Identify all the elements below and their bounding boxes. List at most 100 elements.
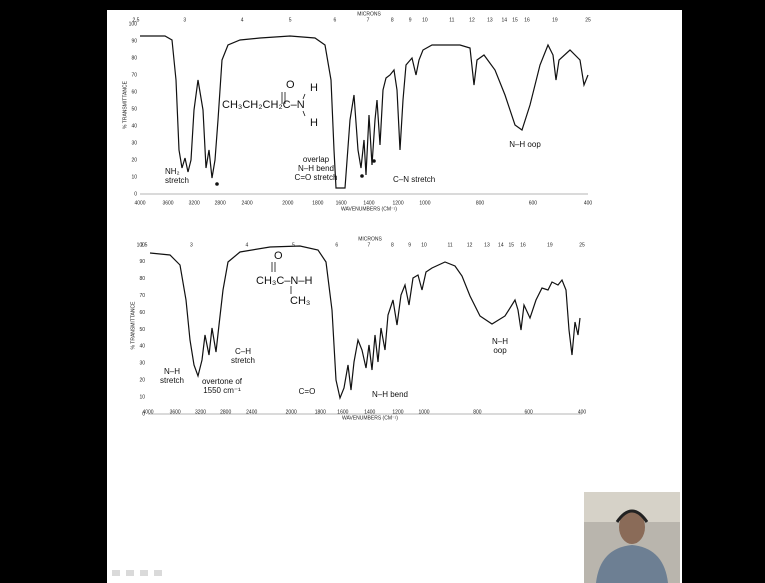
- annotation: 1550 cm⁻¹: [203, 386, 241, 395]
- annotation: stretch: [231, 356, 255, 365]
- annotation: overlap: [303, 155, 330, 164]
- spectrum-curve: [149, 245, 581, 401]
- annotation: NH₂: [165, 167, 180, 176]
- molecule-text: CH₃CH₂CH₂C–N: [222, 99, 305, 111]
- transmittance-label: 40: [139, 344, 145, 350]
- spectrum-1: 4000 3600 3200 2800 2400 2000 1800 1600 1400 1200…: [122, 11, 592, 212]
- annotation: N–H bend: [372, 390, 408, 399]
- transmittance-label: 90: [131, 38, 137, 44]
- microns-title: MICRONS: [357, 11, 381, 17]
- icon[interactable]: [112, 570, 120, 576]
- wavenumber-label: 1600: [336, 200, 347, 206]
- micron-label: 14: [498, 242, 504, 248]
- annotation: stretch: [165, 176, 189, 185]
- transmittance-label: 60: [131, 89, 137, 95]
- micron-label: 5: [289, 17, 292, 23]
- micron-label: 13: [487, 17, 493, 23]
- micron-label: 2.5: [133, 17, 140, 23]
- wavenumber-label: 4000: [142, 409, 153, 415]
- microns-title: MICRONS: [358, 236, 382, 242]
- micron-label: 3: [183, 17, 186, 23]
- wavenumber-label: 1000: [418, 409, 429, 415]
- spectrum-curve: [140, 35, 589, 189]
- micron-label: 6: [335, 242, 338, 248]
- transmittance-label: 50: [131, 106, 137, 112]
- dot: [215, 182, 219, 186]
- spectrum-2: 4000 3600 3200 2800 2400 2000 1800 1600 1400 1200…: [130, 236, 586, 421]
- molecule-text: O: [274, 250, 283, 262]
- micron-label: 12: [469, 17, 475, 23]
- wavenumber-label: 2400: [246, 409, 257, 415]
- wavenumber-label: 600: [524, 409, 533, 415]
- micron-label: 5: [292, 242, 295, 248]
- annotation: N–H: [492, 337, 508, 346]
- wavenumber-label: 1000: [419, 200, 430, 206]
- wavenumber-label: 4000: [134, 200, 145, 206]
- transmittance-label: 40: [131, 123, 137, 129]
- annotation: N–H oop: [509, 140, 541, 149]
- wavenumber-label: 2800: [220, 409, 231, 415]
- molecule-text: O: [286, 79, 295, 91]
- micron-label: 8: [391, 242, 394, 248]
- wavenumber-label: 1800: [312, 200, 323, 206]
- transmittance-title: % TRANSMITTANCE: [130, 301, 136, 350]
- micron-label: 2.5: [141, 242, 148, 248]
- wavenumber-label: 400: [584, 200, 593, 206]
- annotation: oop: [493, 346, 507, 355]
- transmittance-label: 100: [129, 21, 138, 27]
- transmittance-label: 80: [131, 55, 137, 61]
- person-body: [596, 545, 668, 583]
- wavenumber-label: 400: [578, 409, 587, 415]
- transmittance-label: 80: [139, 276, 145, 282]
- micron-label: 14: [501, 17, 507, 23]
- icon[interactable]: [140, 570, 148, 576]
- person-head: [619, 510, 645, 544]
- annotation: C=O: [299, 387, 316, 396]
- headset: [615, 509, 649, 523]
- transmittance-label: 10: [131, 174, 137, 180]
- toolbar: [112, 570, 162, 576]
- molecule-text: CH₃C–N–H: [256, 275, 312, 287]
- wavenumber-label: 2000: [282, 200, 293, 206]
- transmittance-label: 90: [139, 259, 145, 265]
- micron-label: 15: [508, 242, 514, 248]
- wavenumber-label: 800: [476, 200, 485, 206]
- transmittance-label: 30: [139, 361, 145, 367]
- dot: [372, 159, 376, 163]
- transmittance-label: 70: [139, 293, 145, 299]
- micron-label: 8: [391, 17, 394, 23]
- wavenumber-label: 2800: [215, 200, 226, 206]
- transmittance-label: 100: [137, 242, 146, 248]
- wavenumber-label: 1200: [392, 200, 403, 206]
- webcam: [584, 492, 680, 583]
- wavenumber-label: 3200: [195, 409, 206, 415]
- micron-label: 4: [241, 17, 244, 23]
- micron-label: 25: [579, 242, 585, 248]
- wavenumbers-title: WAVENUMBERS (CM⁻¹): [341, 206, 397, 212]
- micron-label: 10: [421, 242, 427, 248]
- micron-label: 25: [585, 17, 591, 23]
- annotation: N–H bend: [298, 164, 334, 173]
- annotation: N–H: [164, 367, 180, 376]
- micron-label: 9: [409, 17, 412, 23]
- micron-label: 19: [547, 242, 553, 248]
- transmittance-label: 10: [139, 394, 145, 400]
- micron-label: 11: [449, 17, 454, 23]
- icon[interactable]: [126, 570, 134, 576]
- annotation: overtone of: [202, 377, 243, 386]
- wavenumber-label: 2400: [242, 200, 253, 206]
- annotation: C–H: [235, 347, 251, 356]
- transmittance-label: 0: [134, 191, 137, 197]
- micron-label: 7: [367, 17, 370, 23]
- wavenumber-label: 3600: [170, 409, 181, 415]
- micron-label: 9: [408, 242, 411, 248]
- micron-label: 19: [552, 17, 558, 23]
- wavenumber-label: 3600: [162, 200, 173, 206]
- molecule-text: H: [310, 82, 318, 94]
- transmittance-label: 30: [131, 140, 137, 146]
- micron-label: 7: [368, 242, 371, 248]
- wavenumber-label: 800: [473, 409, 482, 415]
- icon[interactable]: [154, 570, 162, 576]
- micron-label: 13: [484, 242, 490, 248]
